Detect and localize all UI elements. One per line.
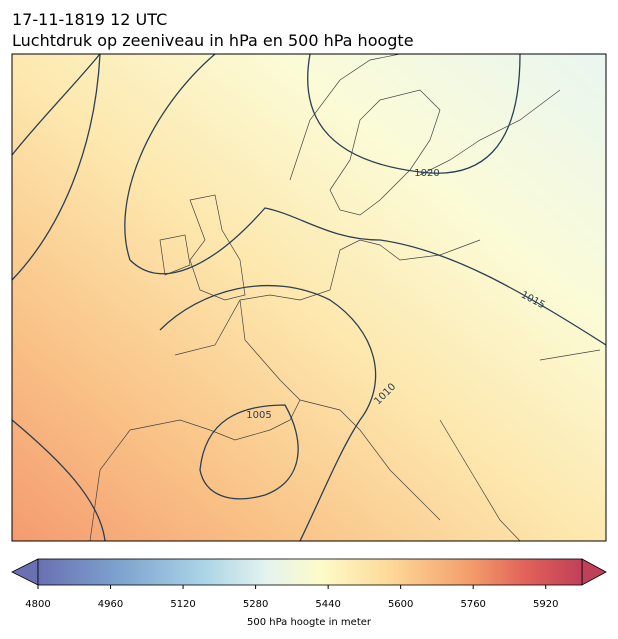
isobar (307, 54, 521, 174)
coastline (289, 54, 561, 216)
isobar (12, 54, 101, 281)
colorbar-tick-label: 5920 (533, 599, 558, 610)
title: 17-11-1819 12 UTC (12, 10, 167, 29)
colorbar-tick-label: 4960 (98, 599, 123, 610)
isobar (199, 404, 299, 500)
colorbar-extend-high (581, 558, 607, 586)
colorbar-extend-low (11, 558, 39, 586)
colorbar-label: 500 hPa hoogte in meter (247, 617, 372, 628)
colorbar-tick-label: 5120 (170, 599, 195, 610)
isobar-label: 1020 (414, 168, 439, 179)
isobar-label: 1005 (246, 410, 271, 421)
map-frame (11, 53, 607, 542)
colorbar-bar (37, 558, 583, 586)
subtitle: Luchtdruk op zeeniveau in hPa en 500 hPa… (12, 31, 414, 50)
colorbar-tick-label: 5600 (388, 599, 413, 610)
isobar (159, 284, 377, 541)
colorbar-tick-label: 4800 (25, 599, 50, 610)
isobar (124, 54, 606, 346)
isobar (12, 54, 101, 156)
colorbar-tick-label: 5440 (315, 599, 340, 610)
height-field (12, 54, 606, 541)
colorbar (11, 558, 607, 586)
colorbar-tick-label: 5280 (243, 599, 268, 610)
coastline (159, 194, 246, 301)
coastline (89, 239, 601, 541)
map: 1020 1015 1010 1005 (12, 54, 606, 541)
colorbar-tick-label: 5760 (460, 599, 485, 610)
isobar (12, 419, 106, 541)
